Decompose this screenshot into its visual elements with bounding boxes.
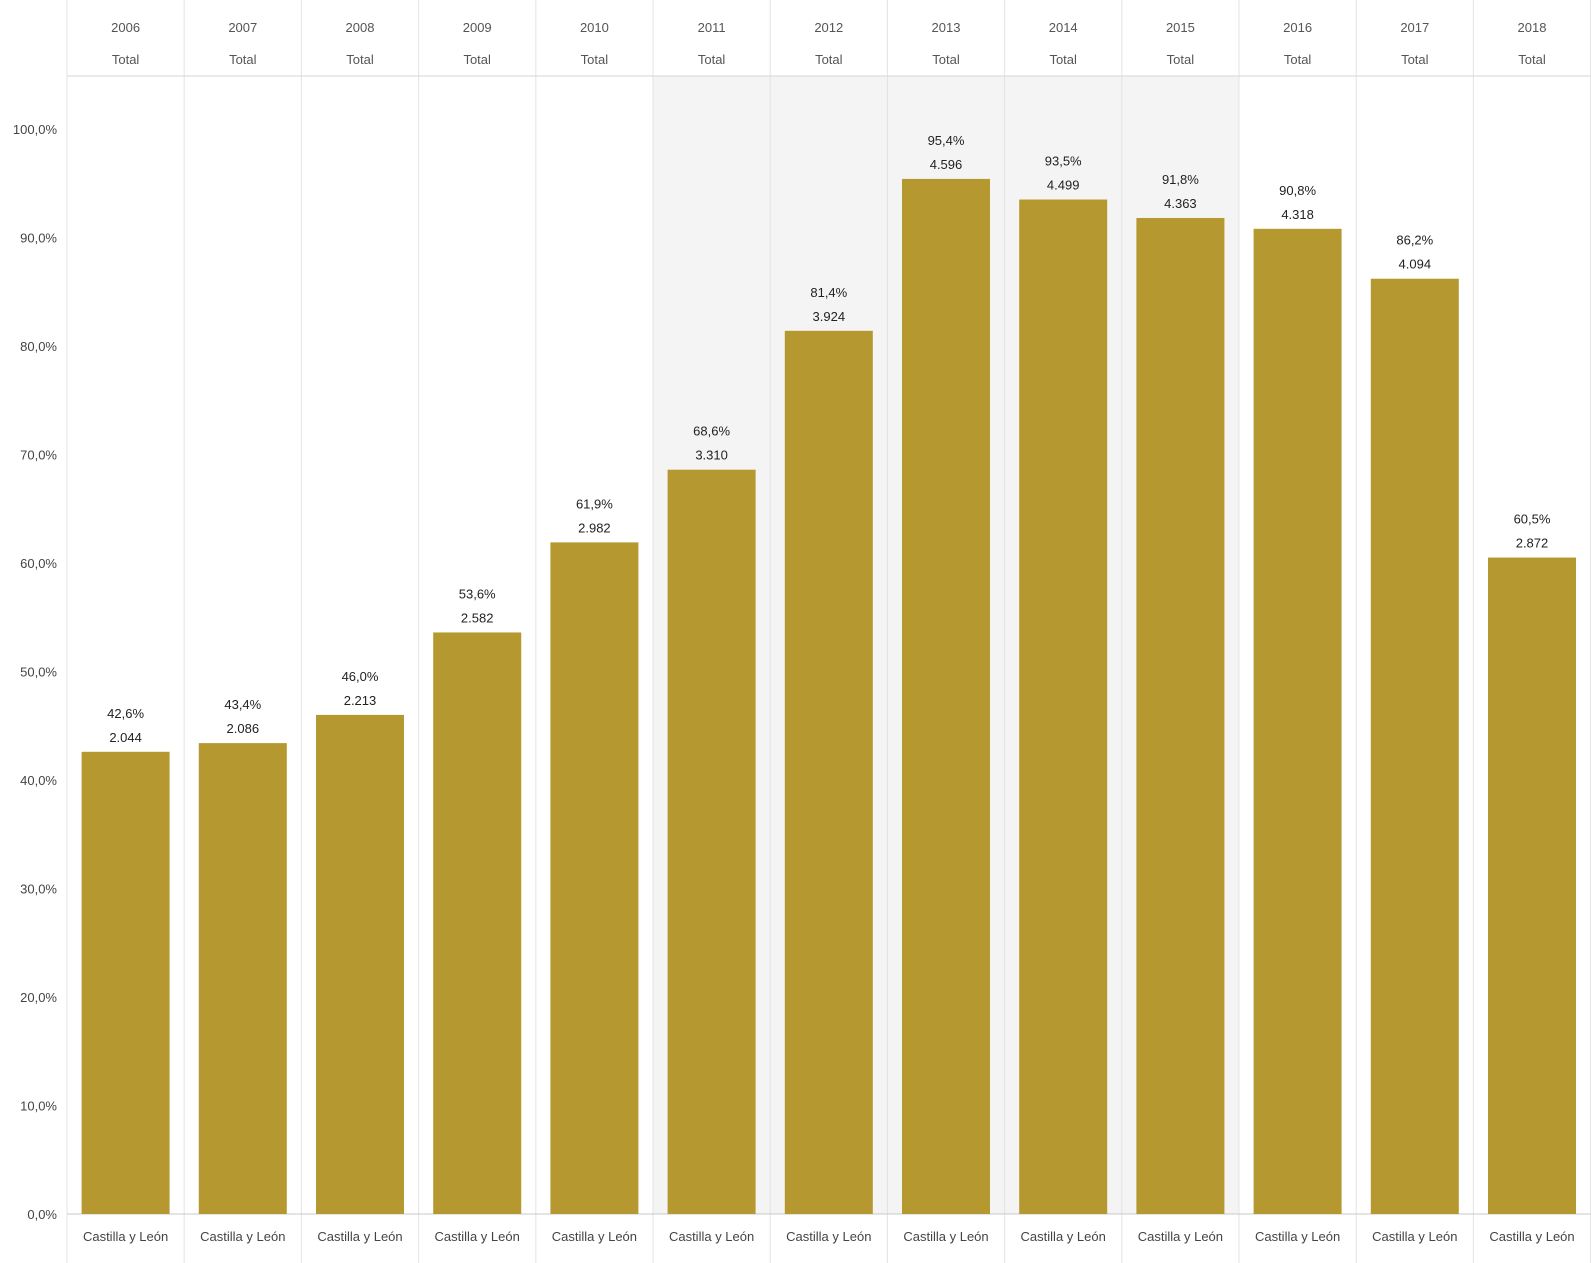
column-header-year: 2014 — [1049, 20, 1078, 35]
data-label-count: 4.499 — [1047, 178, 1080, 193]
data-label-percent: 95,4% — [928, 133, 965, 148]
data-label-count: 3.310 — [695, 448, 728, 463]
x-category-label: Castilla y León — [552, 1229, 637, 1244]
data-label-percent: 46,0% — [342, 669, 379, 684]
data-label-percent: 91,8% — [1162, 172, 1199, 187]
y-tick-label: 60,0% — [20, 556, 57, 571]
data-label-count: 2.582 — [461, 610, 494, 625]
column-header-year: 2011 — [698, 20, 726, 35]
column-header-total: Total — [932, 52, 960, 67]
y-tick-label: 100,0% — [13, 122, 58, 137]
column-header-total: Total — [581, 52, 609, 67]
data-label-count: 4.094 — [1399, 257, 1432, 272]
column-header-total: Total — [698, 52, 726, 67]
y-tick-label: 70,0% — [20, 448, 57, 463]
y-tick-label: 50,0% — [20, 665, 57, 680]
x-category-label: Castilla y León — [669, 1229, 754, 1244]
data-label-percent: 43,4% — [224, 697, 261, 712]
column-header-year: 2010 — [580, 20, 609, 35]
data-label-percent: 90,8% — [1279, 183, 1316, 198]
bar — [902, 178, 990, 1214]
column-header-total: Total — [112, 52, 140, 67]
column-header-total: Total — [463, 52, 491, 67]
y-tick-label: 10,0% — [20, 1099, 57, 1114]
column-header-total: Total — [1518, 52, 1546, 67]
data-label-percent: 86,2% — [1396, 233, 1433, 248]
data-label-count: 2.044 — [109, 730, 142, 745]
x-category-label: Castilla y León — [1021, 1229, 1106, 1244]
data-label-percent: 42,6% — [107, 706, 144, 721]
bar — [81, 751, 170, 1214]
data-label-count: 4.596 — [930, 157, 963, 172]
column-header-year: 2013 — [932, 20, 961, 35]
bar — [1019, 199, 1108, 1214]
bar — [316, 714, 404, 1214]
column-header-total: Total — [815, 52, 843, 67]
data-label-count: 4.363 — [1164, 196, 1197, 211]
column-header-year: 2007 — [228, 20, 257, 35]
data-label-percent: 68,6% — [693, 424, 730, 439]
x-category-label: Castilla y León — [435, 1229, 520, 1244]
y-tick-label: 20,0% — [20, 990, 57, 1005]
bar — [433, 632, 522, 1214]
bar — [1370, 278, 1459, 1215]
data-label-count: 2.872 — [1516, 536, 1549, 551]
data-label-percent: 53,6% — [459, 586, 496, 601]
data-label-count: 2.213 — [344, 693, 377, 708]
x-category-label: Castilla y León — [317, 1229, 402, 1244]
bar — [784, 330, 873, 1214]
y-tick-label: 90,0% — [20, 231, 57, 246]
column-header-year: 2017 — [1400, 20, 1429, 35]
data-label-count: 2.086 — [227, 721, 260, 736]
x-category-label: Castilla y León — [1138, 1229, 1223, 1244]
y-tick-label: 0,0% — [27, 1207, 57, 1222]
bar — [667, 469, 756, 1214]
data-label-count: 3.924 — [813, 309, 846, 324]
data-label-count: 4.318 — [1281, 207, 1314, 222]
x-category-label: Castilla y León — [200, 1229, 285, 1244]
column-header-year: 2008 — [346, 20, 375, 35]
column-header-total: Total — [1401, 52, 1429, 67]
column-header-year: 2018 — [1518, 20, 1547, 35]
x-category-label: Castilla y León — [83, 1229, 168, 1244]
bar — [1253, 228, 1342, 1214]
x-category-label: Castilla y León — [786, 1229, 871, 1244]
y-tick-label: 40,0% — [20, 773, 57, 788]
column-header-year: 2006 — [111, 20, 140, 35]
column-header-year: 2009 — [463, 20, 492, 35]
x-category-label: Castilla y León — [1372, 1229, 1457, 1244]
x-category-label: Castilla y León — [1255, 1229, 1340, 1244]
y-tick-label: 30,0% — [20, 882, 57, 897]
x-category-label: Castilla y León — [903, 1229, 988, 1244]
data-label-count: 2.982 — [578, 520, 611, 535]
bar — [1136, 217, 1225, 1215]
bar — [198, 743, 287, 1214]
column-header-total: Total — [1049, 52, 1077, 67]
column-header-total: Total — [1284, 52, 1312, 67]
x-category-label: Castilla y León — [1489, 1229, 1574, 1244]
column-header-total: Total — [229, 52, 257, 67]
data-label-percent: 93,5% — [1045, 154, 1082, 169]
bar — [550, 542, 639, 1214]
column-header-total: Total — [346, 52, 374, 67]
bar — [1488, 557, 1576, 1214]
y-tick-label: 80,0% — [20, 339, 57, 354]
column-header-year: 2012 — [814, 20, 843, 35]
data-label-percent: 81,4% — [810, 285, 847, 300]
column-header-total: Total — [1167, 52, 1195, 67]
column-header-year: 2016 — [1283, 20, 1312, 35]
data-label-percent: 61,9% — [576, 496, 613, 511]
column-header-year: 2015 — [1166, 20, 1195, 35]
data-label-percent: 60,5% — [1514, 512, 1551, 527]
